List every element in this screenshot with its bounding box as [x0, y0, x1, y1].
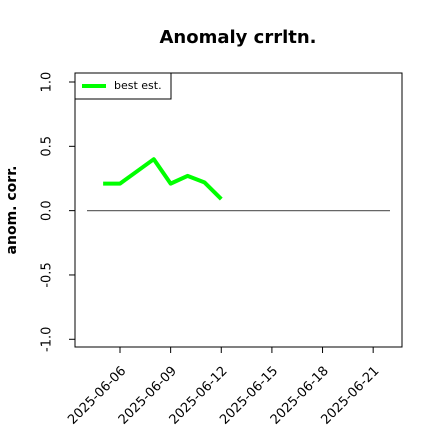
y-axis-label: anom. corr. [4, 166, 20, 255]
data-line [103, 157, 223, 201]
legend-label: best est. [114, 79, 162, 92]
plot-frame [74, 72, 403, 348]
chart-title: Anomaly crrltn. [159, 27, 316, 48]
y-tick-label: 0.0 [40, 200, 55, 221]
y-tick-label: 1.0 [40, 72, 55, 93]
y-tick-label: -1.0 [40, 327, 55, 352]
y-tick-label: 0.5 [40, 136, 55, 157]
y-tick-label: -0.5 [40, 262, 55, 287]
